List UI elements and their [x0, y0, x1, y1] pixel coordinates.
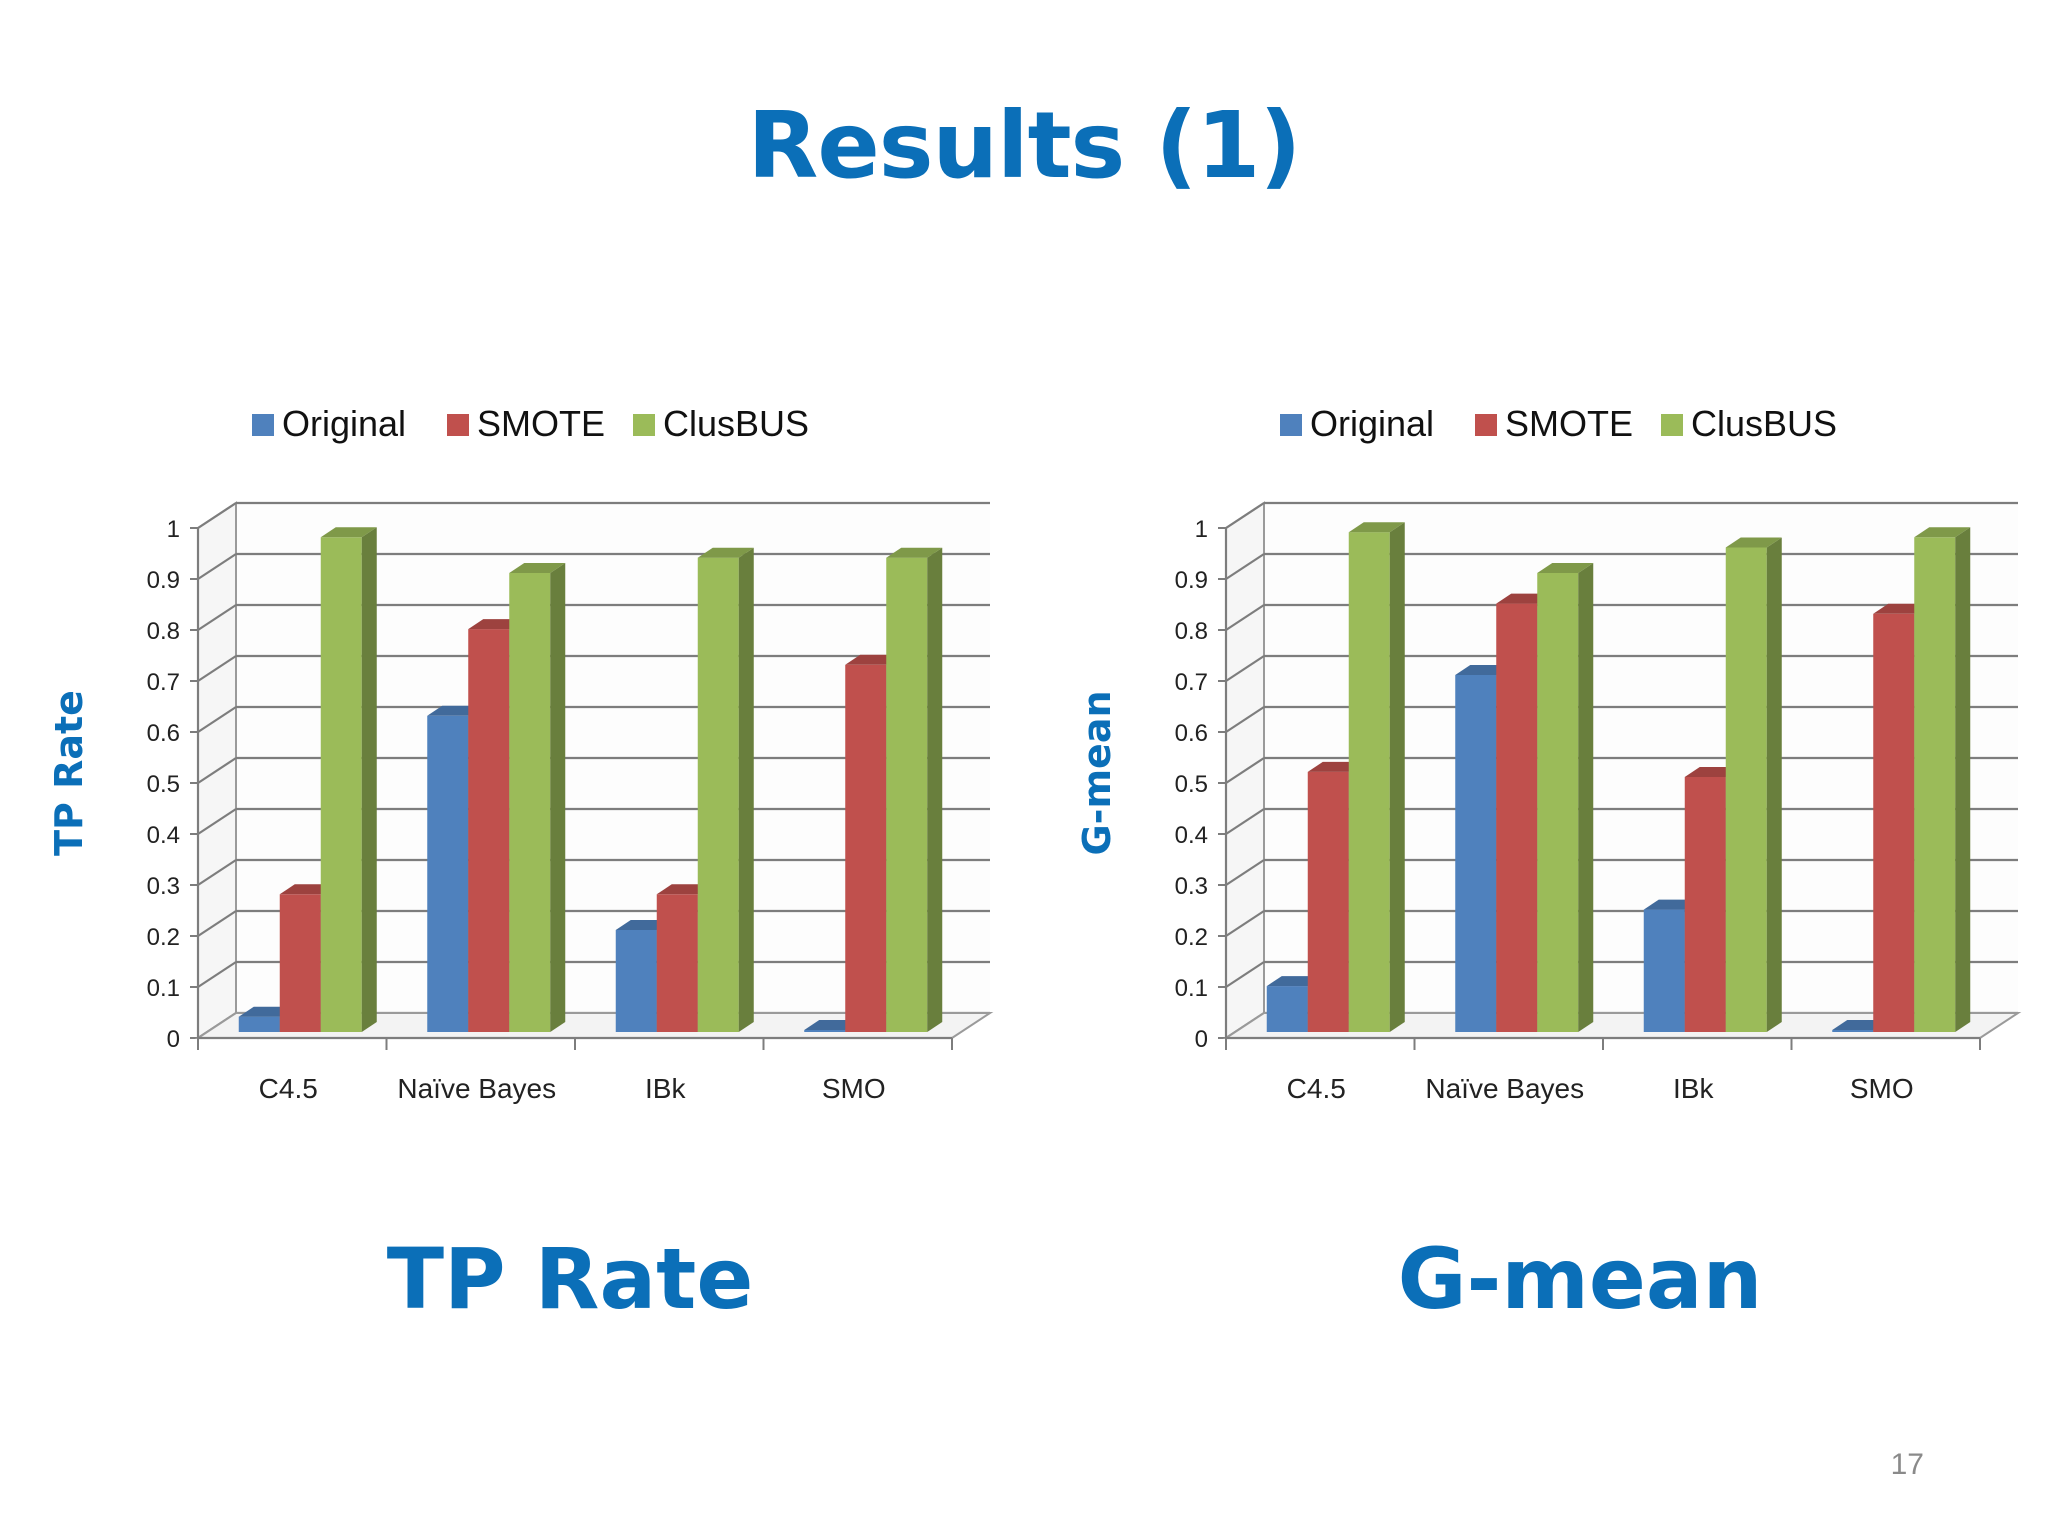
tp-rate-grid-diag — [197, 808, 237, 835]
g-mean-legend-label-smote: SMOTE — [1505, 403, 1633, 444]
g-mean-ytick-label: 1 — [1195, 516, 1208, 543]
tp-rate-ytick-label: 0.9 — [147, 567, 180, 594]
tp-rate-ytick-label: 0.8 — [147, 618, 180, 645]
tp-rate-legend-label-clusbus: ClusBUS — [663, 403, 809, 444]
tp-rate-ytick-label: 0.4 — [147, 822, 180, 849]
g-mean-grid-diag — [1225, 553, 1265, 580]
g-mean-ytick-label: 0.2 — [1175, 924, 1208, 951]
tp-rate-grid-diag — [197, 706, 237, 733]
g-mean-chart: G-mean 0 0.1 0.2 0.3 0.4 0.5 0.6 0.7 0.8 0.9 1 C4.5 N… — [1075, 403, 2022, 1104]
tp-rate-legend-swatch-clusbus — [633, 414, 655, 436]
tp-rate-grid-diag — [197, 961, 237, 988]
g-mean-bar-clusbus-3 — [1914, 527, 1971, 1032]
g-mean-legend-swatch-original — [1280, 414, 1302, 436]
tp-rate-ytick-label: 0.6 — [147, 720, 180, 747]
g-mean-ytick-label: 0.7 — [1175, 669, 1208, 696]
tp-rate-ytick-label: 0 — [167, 1026, 180, 1053]
tp-rate-ytick-label: 0.2 — [147, 924, 180, 951]
tp-rate-grid-diag — [197, 502, 237, 529]
tp-rate-ytick-label: 0.5 — [147, 771, 180, 798]
tp-rate-xtick-label: SMO — [822, 1073, 886, 1104]
tp-rate-grid-diag — [197, 757, 237, 784]
g-mean-legend-label-clusbus: ClusBUS — [1691, 403, 1837, 444]
tp-rate-legend-swatch-original — [252, 414, 274, 436]
g-mean-grid-diag — [1225, 757, 1265, 784]
g-mean-grid-diag — [1225, 502, 1265, 529]
tp-rate-xtick-label: C4.5 — [259, 1073, 318, 1104]
tp-rate-grid-diag — [197, 910, 237, 937]
tp-rate-grid-diag — [197, 655, 237, 682]
tp-rate-legend-label-smote: SMOTE — [477, 403, 605, 444]
tp-rate-xtick-label: Naïve Bayes — [397, 1073, 556, 1104]
g-mean-legend-swatch-smote — [1475, 414, 1497, 436]
g-mean-ytick-label: 0.3 — [1175, 873, 1208, 900]
g-mean-ytick-label: 0.1 — [1175, 975, 1208, 1002]
g-mean-grid-diag — [1225, 604, 1265, 631]
g-mean-ytick-label: 0.9 — [1175, 567, 1208, 594]
g-mean-grid-diag — [1225, 859, 1265, 886]
g-mean-legend-label-original: Original — [1310, 403, 1434, 444]
tp-rate-caption: TP Rate — [386, 1230, 754, 1328]
g-mean-ytick-label: 0.5 — [1175, 771, 1208, 798]
tp-rate-chart: TP Rate 0 0.1 0.2 0.3 0.4 0.5 0.6 0.7 0.8 0.9 1 C4.5… — [47, 403, 994, 1104]
g-mean-caption: G-mean — [1397, 1230, 1763, 1328]
g-mean-bar-clusbus-2 — [1725, 537, 1782, 1032]
tp-rate-bar-clusbus-1 — [509, 563, 566, 1032]
g-mean-legend-swatch-clusbus — [1661, 414, 1683, 436]
tp-rate-grid-diag — [197, 859, 237, 886]
tp-rate-ytick-label: 0.1 — [147, 975, 180, 1002]
tp-rate-grid-diag — [197, 604, 237, 631]
tp-rate-bar-clusbus-3 — [886, 547, 943, 1032]
g-mean-xtick-label: Naïve Bayes — [1425, 1073, 1584, 1104]
g-mean-bar-clusbus-1 — [1537, 563, 1594, 1032]
g-mean-grid-diag — [1225, 961, 1265, 988]
tp-rate-xtick-label: IBk — [645, 1073, 686, 1104]
g-mean-ytick-label: 0.6 — [1175, 720, 1208, 747]
g-mean-xtick-label: C4.5 — [1287, 1073, 1346, 1104]
g-mean-ytick-label: 0.8 — [1175, 618, 1208, 645]
g-mean-grid-diag — [1225, 808, 1265, 835]
slide-title: Results (1) — [747, 92, 1302, 199]
tp-rate-bar-clusbus-0 — [320, 527, 377, 1032]
tp-rate-ytick-label: 1 — [167, 516, 180, 543]
tp-rate-ylabel: TP Rate — [47, 690, 91, 856]
g-mean-grid-diag — [1225, 655, 1265, 682]
tp-rate-bar-clusbus-2 — [697, 547, 754, 1032]
g-mean-xtick-label: SMO — [1850, 1073, 1914, 1104]
tp-rate-legend-swatch-smote — [447, 414, 469, 436]
tp-rate-grid-diag — [197, 553, 237, 580]
tp-rate-ytick-label: 0.3 — [147, 873, 180, 900]
tp-rate-legend-label-original: Original — [282, 403, 406, 444]
page-number: 17 — [1890, 1448, 1924, 1481]
g-mean-grid-diag — [1225, 706, 1265, 733]
tp-rate-ytick-label: 0.7 — [147, 669, 180, 696]
g-mean-bar-clusbus-0 — [1348, 522, 1405, 1032]
g-mean-ytick-label: 0.4 — [1175, 822, 1208, 849]
g-mean-ylabel: G-mean — [1075, 690, 1119, 855]
g-mean-ytick-label: 0 — [1195, 1026, 1208, 1053]
g-mean-grid-diag — [1225, 910, 1265, 937]
g-mean-xtick-label: IBk — [1673, 1073, 1714, 1104]
